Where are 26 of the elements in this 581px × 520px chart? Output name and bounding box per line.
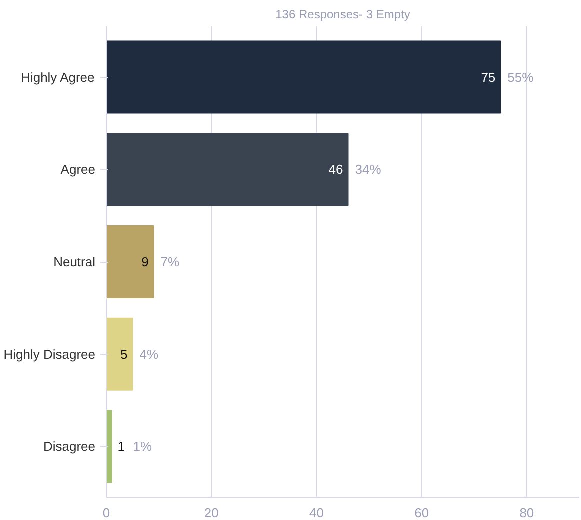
x-tick-label: 40	[309, 506, 324, 520]
y-tick-label: Highly Agree	[21, 70, 95, 85]
y-tick-label: Disagree	[43, 439, 96, 454]
x-tick-label: 0	[102, 506, 110, 520]
annotation: 1%	[133, 439, 152, 454]
data-label: 75	[481, 70, 496, 85]
annotation: 7%	[160, 254, 180, 270]
bar	[106, 40, 502, 114]
x-tick-label: 20	[204, 506, 219, 520]
bar	[106, 318, 134, 391]
y-tick-label: Neutral	[54, 254, 96, 270]
annotation: 55%	[508, 70, 534, 85]
data-label: 46	[328, 162, 344, 178]
bar	[106, 225, 154, 299]
data-label: 9	[142, 254, 149, 270]
y-tick-label: Agree	[60, 162, 96, 178]
bar	[106, 133, 349, 206]
annotation: 4%	[140, 346, 160, 362]
y-tick-label: Highly Disagree	[4, 346, 96, 362]
data-label: 1	[118, 439, 125, 454]
x-tick-label: 60	[414, 506, 430, 520]
bar	[106, 410, 112, 484]
data-label: 5	[120, 346, 128, 362]
annotation: 34%	[355, 162, 382, 178]
chart-title: 136 Responses- 3 Empty	[276, 8, 410, 22]
x-tick-label: 80	[520, 506, 534, 520]
